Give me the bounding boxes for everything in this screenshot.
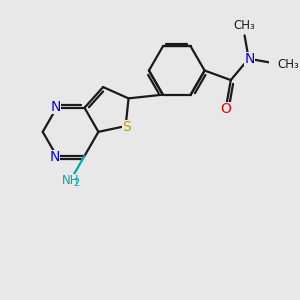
Text: O: O xyxy=(220,102,231,116)
Text: N: N xyxy=(50,100,61,113)
Text: N: N xyxy=(244,52,255,66)
Text: CH₃: CH₃ xyxy=(277,58,299,70)
Text: CH₃: CH₃ xyxy=(234,19,255,32)
Text: NH: NH xyxy=(62,174,79,187)
Text: S: S xyxy=(122,120,131,134)
Text: N: N xyxy=(50,150,60,164)
Text: 2: 2 xyxy=(74,178,80,188)
